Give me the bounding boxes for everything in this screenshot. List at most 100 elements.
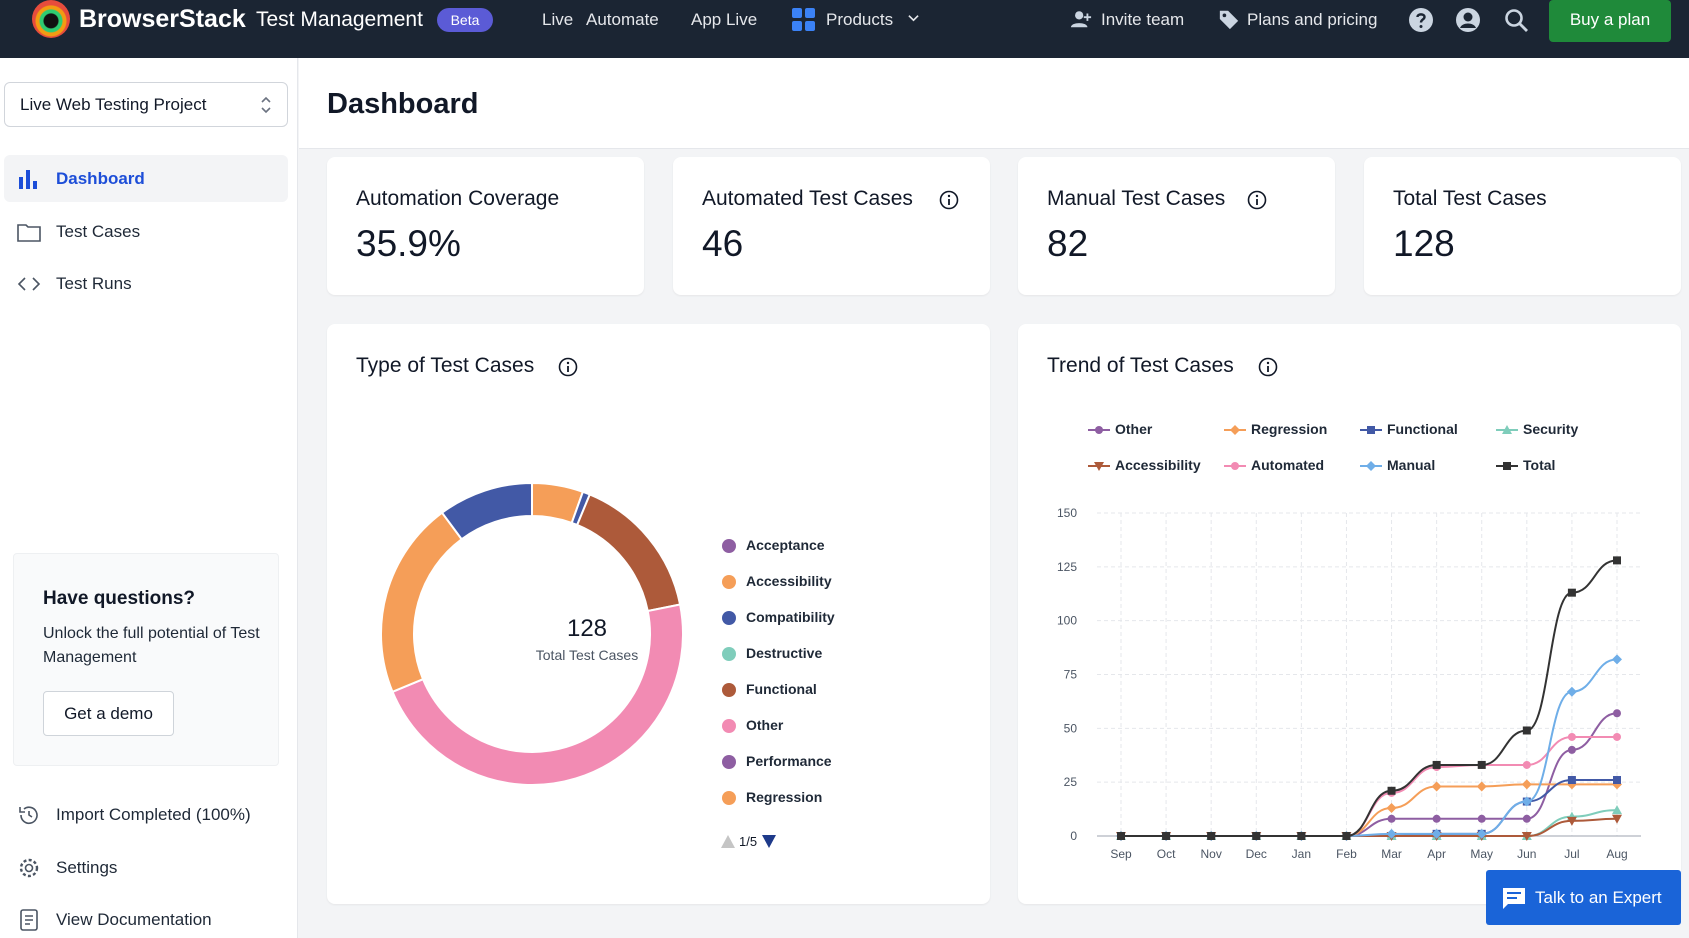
type-donut-chart[interactable]	[379, 481, 685, 787]
sidebar-item-test-cases[interactable]: Test Cases	[4, 208, 288, 255]
point-manual-apr[interactable]	[1431, 828, 1442, 839]
sidebar-item-test-runs[interactable]: Test Runs	[4, 260, 288, 307]
point-security-aug[interactable]	[1612, 805, 1622, 815]
legend-marker-shape[interactable]	[1502, 425, 1512, 434]
donut-slice-functional-2[interactable]	[575, 493, 682, 613]
page-title: Dashboard	[327, 88, 479, 120]
point-other-jul[interactable]	[1567, 745, 1576, 754]
nav-app-live[interactable]: App Live	[691, 10, 758, 29]
legend-label: Other	[746, 717, 784, 733]
point-accessibility-aug[interactable]	[1612, 814, 1622, 824]
plans-pricing-link[interactable]: Plans and pricing	[1247, 10, 1378, 29]
sidebar-item-dashboard[interactable]: Dashboard	[4, 155, 288, 202]
sidebar-item-settings[interactable]: Settings	[4, 844, 288, 891]
point-total-mar[interactable]	[1387, 786, 1396, 795]
point-other-aug[interactable]	[1613, 709, 1621, 718]
legend-marker-shape[interactable]	[1366, 461, 1376, 471]
point-automated-jul[interactable]	[1567, 732, 1576, 741]
legend-label: Performance	[746, 753, 832, 769]
legend-marker-shape[interactable]	[1094, 462, 1104, 471]
point-regression-apr[interactable]	[1431, 781, 1442, 792]
donut-slice-compatibility-5[interactable]	[440, 481, 533, 541]
sort-chevrons-icon	[261, 96, 271, 114]
point-other-mar[interactable]	[1387, 814, 1396, 823]
legend-marker-shape[interactable]	[1095, 426, 1103, 434]
point-regression-mar[interactable]	[1386, 803, 1397, 814]
legend-label: Other	[1115, 421, 1153, 437]
products-grid-icon[interactable]	[792, 8, 816, 32]
buy-plan-button[interactable]: Buy a plan	[1549, 0, 1671, 42]
point-accessibility-jun[interactable]	[1521, 832, 1532, 841]
info-icon[interactable]	[939, 190, 959, 210]
legend-marker-icon	[1224, 462, 1246, 470]
point-total-apr[interactable]	[1432, 760, 1441, 769]
point-total-dec[interactable]	[1252, 832, 1261, 840]
get-demo-button[interactable]: Get a demo	[43, 691, 174, 736]
legend-marker-shape[interactable]	[1503, 462, 1511, 470]
series-line-manual[interactable]	[1120, 658, 1618, 837]
sidebar-item-documentation[interactable]: View Documentation	[4, 896, 288, 938]
x-tick-label: Feb	[1336, 847, 1357, 861]
info-icon[interactable]	[1247, 190, 1267, 210]
point-manual-mar[interactable]	[1386, 828, 1397, 839]
account-icon[interactable]	[1455, 7, 1481, 33]
point-manual-jul[interactable]	[1566, 686, 1577, 697]
search-icon[interactable]	[1503, 7, 1529, 33]
nav-products[interactable]: Products	[826, 10, 894, 29]
point-total-may[interactable]	[1477, 760, 1486, 769]
invite-team-link[interactable]: Invite team	[1101, 10, 1185, 29]
legend-marker-shape[interactable]	[1367, 426, 1375, 434]
legend-label: Destructive	[746, 645, 823, 661]
legend-label: Regression	[746, 789, 823, 805]
nav-live[interactable]: Live	[542, 10, 574, 29]
sidebar-item-label: Settings	[56, 858, 118, 877]
nav-automate[interactable]: Automate	[586, 10, 659, 29]
point-functional-jul[interactable]	[1567, 776, 1576, 785]
point-total-jun[interactable]	[1522, 726, 1531, 735]
legend-marker-shape[interactable]	[1231, 462, 1239, 470]
point-manual-aug[interactable]	[1612, 654, 1622, 665]
point-regression-may[interactable]	[1476, 781, 1487, 792]
point-automated-jun[interactable]	[1522, 760, 1531, 769]
point-total-jul[interactable]	[1567, 588, 1576, 597]
legend-dot-icon	[722, 791, 736, 805]
point-other-apr[interactable]	[1432, 814, 1441, 823]
trend-line-chart[interactable]: 0 25 50 75 100 125 150 Sep Oct Nov Dec Jan Feb Mar Apr…	[1040, 495, 1650, 865]
product-name: Test Management	[256, 8, 423, 31]
point-functional-aug[interactable]	[1613, 776, 1621, 785]
series-line-total[interactable]	[1120, 559, 1618, 837]
point-accessibility-jul[interactable]	[1566, 816, 1577, 826]
expert-label: Talk to an Expert	[1535, 888, 1662, 907]
price-tag-icon[interactable]	[1218, 8, 1240, 30]
point-total-nov[interactable]	[1207, 832, 1216, 840]
point-total-aug[interactable]	[1613, 556, 1621, 565]
donut-slice-accessibility-4[interactable]	[380, 511, 464, 694]
point-automated-aug[interactable]	[1613, 732, 1621, 741]
brand-name[interactable]: BrowserStack	[79, 5, 246, 33]
info-icon[interactable]	[1258, 357, 1278, 377]
stat-card-manual: Manual Test Cases 82	[1018, 157, 1335, 295]
add-user-icon[interactable]	[1070, 9, 1092, 29]
donut-slice-other-3[interactable]	[391, 603, 684, 786]
sidebar-item-import[interactable]: Import Completed (100%)	[4, 791, 288, 838]
point-total-oct[interactable]	[1162, 832, 1171, 840]
point-total-jan[interactable]	[1297, 832, 1306, 840]
legend-marker-shape[interactable]	[1230, 425, 1240, 435]
point-manual-jun[interactable]	[1521, 796, 1532, 807]
y-tick-label: 125	[1057, 560, 1077, 574]
browserstack-logo-icon[interactable]	[32, 0, 70, 38]
point-regression-jun[interactable]	[1521, 779, 1532, 790]
info-icon[interactable]	[558, 357, 578, 377]
point-total-sep[interactable]	[1117, 832, 1125, 840]
y-tick-label: 150	[1057, 506, 1077, 520]
pager-up-arrow-icon[interactable]	[721, 835, 735, 848]
point-total-feb[interactable]	[1342, 832, 1351, 840]
point-other-jun[interactable]	[1522, 814, 1531, 823]
pager-down-arrow-icon[interactable]	[762, 835, 776, 848]
point-manual-may[interactable]	[1476, 828, 1487, 839]
talk-to-expert-button[interactable]: Talk to an Expert	[1486, 870, 1681, 925]
point-other-may[interactable]	[1477, 814, 1486, 823]
project-selector[interactable]: Live Web Testing Project	[4, 82, 288, 127]
help-icon[interactable]	[1408, 7, 1434, 33]
chevron-down-icon[interactable]	[908, 12, 919, 23]
